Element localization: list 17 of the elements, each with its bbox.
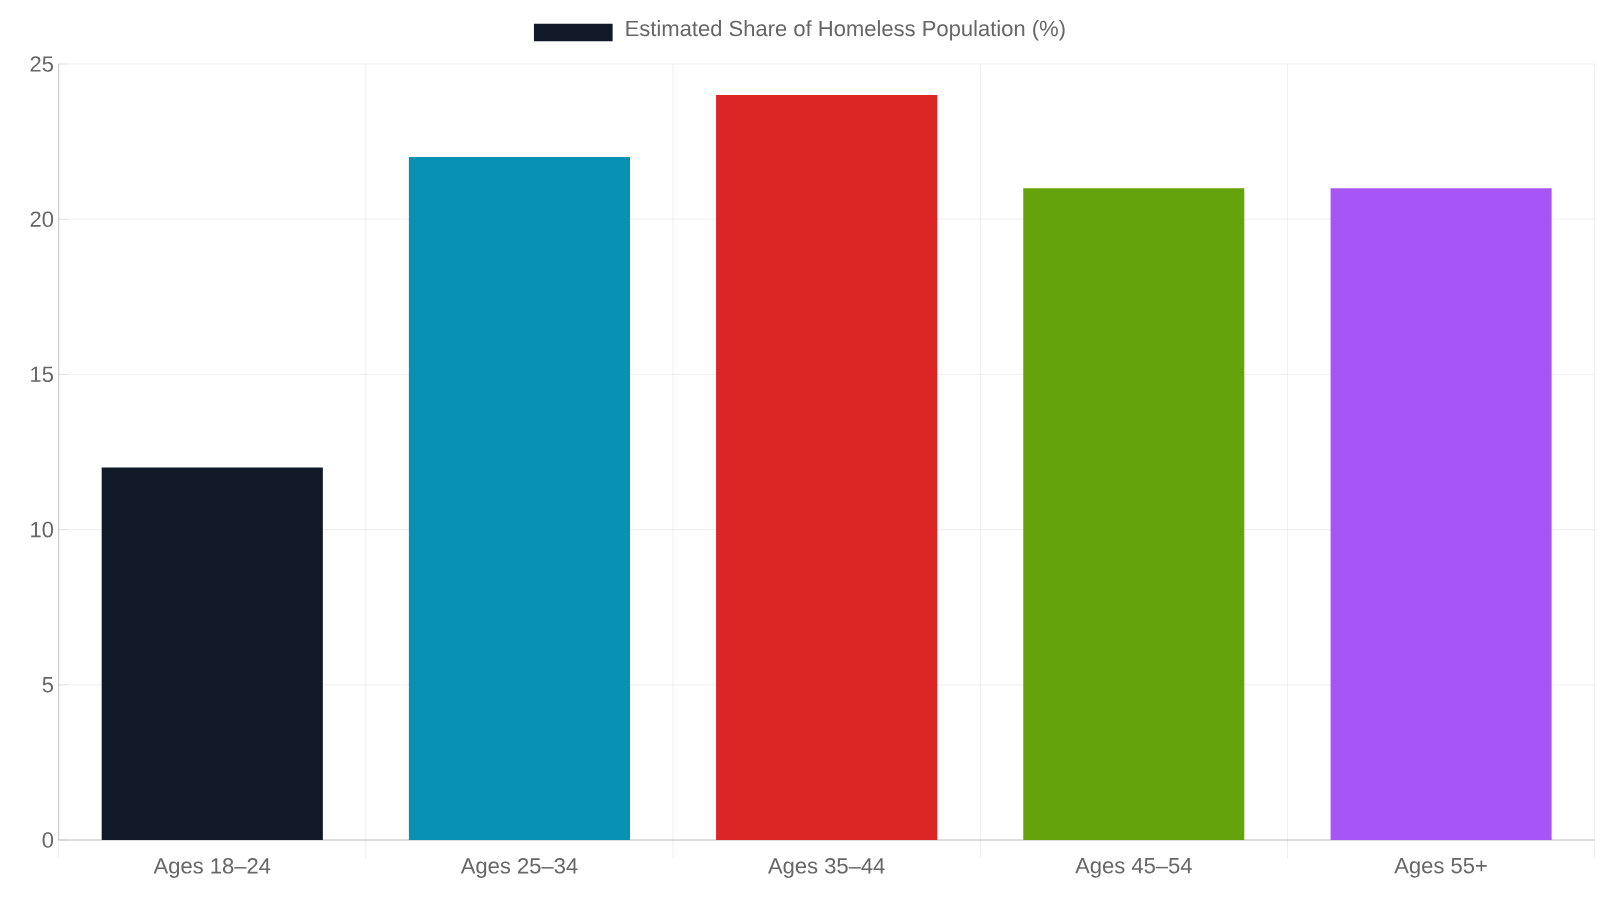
- legend-label: Estimated Share of Homeless Population (%): [626, 20, 1065, 41]
- x-tick-label: Ages 55+: [1394, 858, 1487, 878]
- y-tick-label: 5: [42, 677, 54, 693]
- y-tick-label: 10: [31, 521, 54, 538]
- x-tick-label: Ages 25–34: [460, 858, 578, 878]
- bar: [1023, 188, 1245, 840]
- x-tick-label: Ages 35–44: [767, 858, 885, 878]
- bar: [101, 467, 323, 840]
- bar: [408, 157, 631, 840]
- y-tick-label: 25: [30, 56, 54, 72]
- y-tick-label: 20: [30, 211, 54, 227]
- y-tick-label: 0: [42, 832, 54, 848]
- bar: [1330, 188, 1552, 840]
- x-tick-label: Ages 18–24: [153, 858, 271, 878]
- y-tick-label: 15: [31, 366, 54, 383]
- bar: [716, 95, 938, 840]
- x-tick-label: Ages 45–54: [1075, 858, 1192, 878]
